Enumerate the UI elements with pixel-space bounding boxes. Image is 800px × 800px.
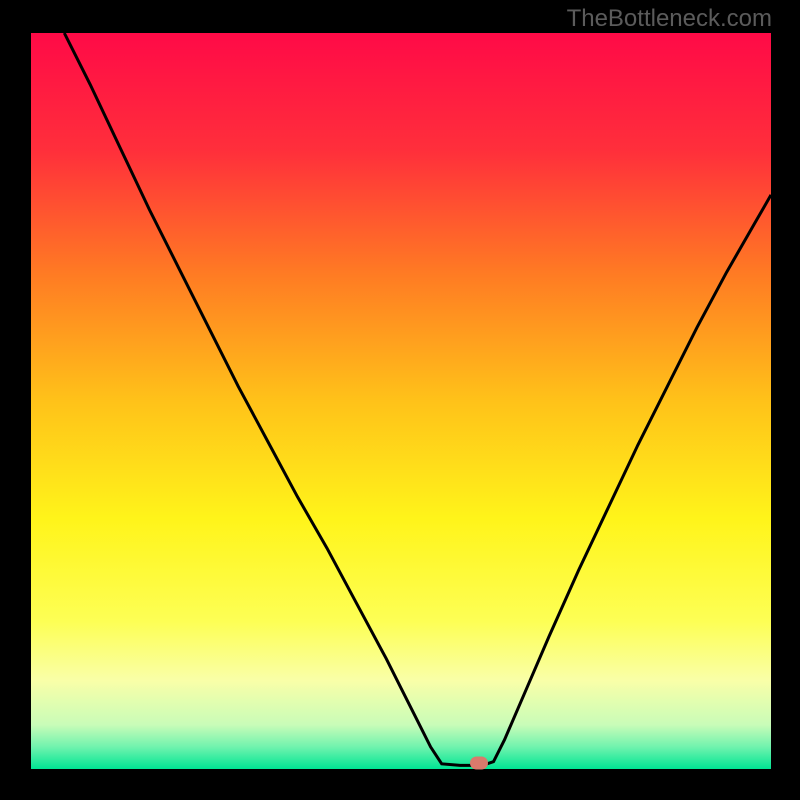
chart-frame: TheBottleneck.com: [0, 0, 800, 800]
bottleneck-curve: [31, 33, 771, 769]
plot-area: [31, 33, 771, 769]
watermark-text: TheBottleneck.com: [567, 5, 772, 33]
curve-path: [64, 33, 771, 765]
optimal-point-marker: [470, 757, 488, 770]
